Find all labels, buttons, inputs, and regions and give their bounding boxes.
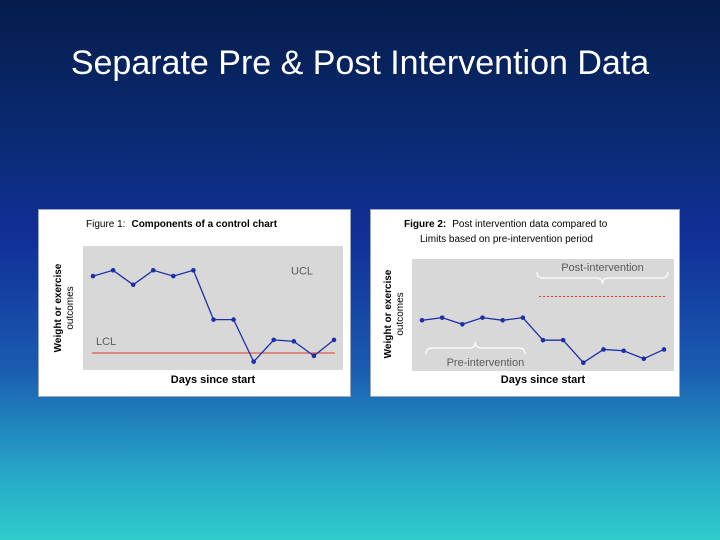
figure-2-point-6 [520, 315, 526, 320]
figure-1-panel: Figure 1: Components of a control chart W… [38, 209, 351, 397]
figure-1-point-9 [251, 359, 256, 364]
figure-2-point-3 [460, 321, 465, 327]
figure-2-ylabel-2: outcomes [395, 292, 406, 335]
figure-1-point-4 [150, 268, 156, 273]
figure-2-title-line-1: Figure 2: Post intervention data compared… [404, 219, 608, 230]
slide-title: Separate Pre & Post Intervention Data [70, 44, 650, 82]
figure-1-point-10 [271, 337, 277, 343]
figure-1-point-8 [231, 317, 236, 322]
post-intervention-brace [536, 271, 669, 285]
figure-1-chart: Figure 1: Components of a control chart W… [53, 219, 343, 386]
figure-1-series [90, 268, 337, 364]
figure-1-xlabel: Days since start [171, 374, 256, 386]
figure-2-chart: Figure 2: Post intervention data compared… [383, 219, 674, 386]
figure-2-point-7 [540, 337, 546, 343]
figure-1-point-3 [130, 282, 136, 288]
figure-1-title: Figure 1: Components of a control chart [86, 219, 278, 230]
figure-2-point-5 [500, 318, 505, 323]
figure-2-point-4 [480, 315, 485, 320]
figure-1-lcl-label: LCL [96, 336, 116, 348]
figure-1-point-5 [171, 273, 176, 279]
figure-2-point-9 [581, 360, 586, 365]
figure-2-point-1 [419, 318, 425, 323]
figure-1-plot-area [83, 246, 343, 370]
figure-2-series [419, 315, 667, 365]
figure-2-point-8 [560, 337, 566, 343]
figure-1-point-6 [191, 268, 196, 273]
figure-1-point-7 [211, 317, 216, 322]
figure-1-point-11 [291, 339, 297, 344]
figure-2-point-2 [439, 315, 445, 320]
figure-1-point-13 [331, 337, 337, 343]
figure-1-ylabel-2: outcomes [65, 286, 76, 329]
figure-2-xlabel: Days since start [501, 374, 586, 386]
figure-2-point-11 [621, 348, 626, 354]
figure-1-point-12 [311, 353, 317, 359]
figure-1-ylabel: Weight or exercise [53, 263, 64, 352]
figure-2-title-line-2: Limits based on pre-intervention period [420, 234, 593, 245]
post-intervention-label: Post-intervention [561, 262, 644, 274]
figure-2-point-12 [641, 356, 647, 362]
figure-1-point-1 [90, 273, 96, 279]
figure-2-panel: Figure 2: Post intervention data compared… [370, 209, 680, 397]
figure-1-ucl-label: UCL [291, 266, 313, 278]
figure-2-plot-area [412, 259, 674, 371]
pre-intervention-brace [425, 341, 526, 355]
pre-intervention-label: Pre-intervention [447, 357, 525, 369]
figure-2-point-13 [661, 347, 667, 352]
figure-2-ylabel: Weight or exercise [383, 269, 394, 358]
figure-2-point-10 [601, 347, 606, 352]
figure-1-point-2 [110, 268, 116, 273]
